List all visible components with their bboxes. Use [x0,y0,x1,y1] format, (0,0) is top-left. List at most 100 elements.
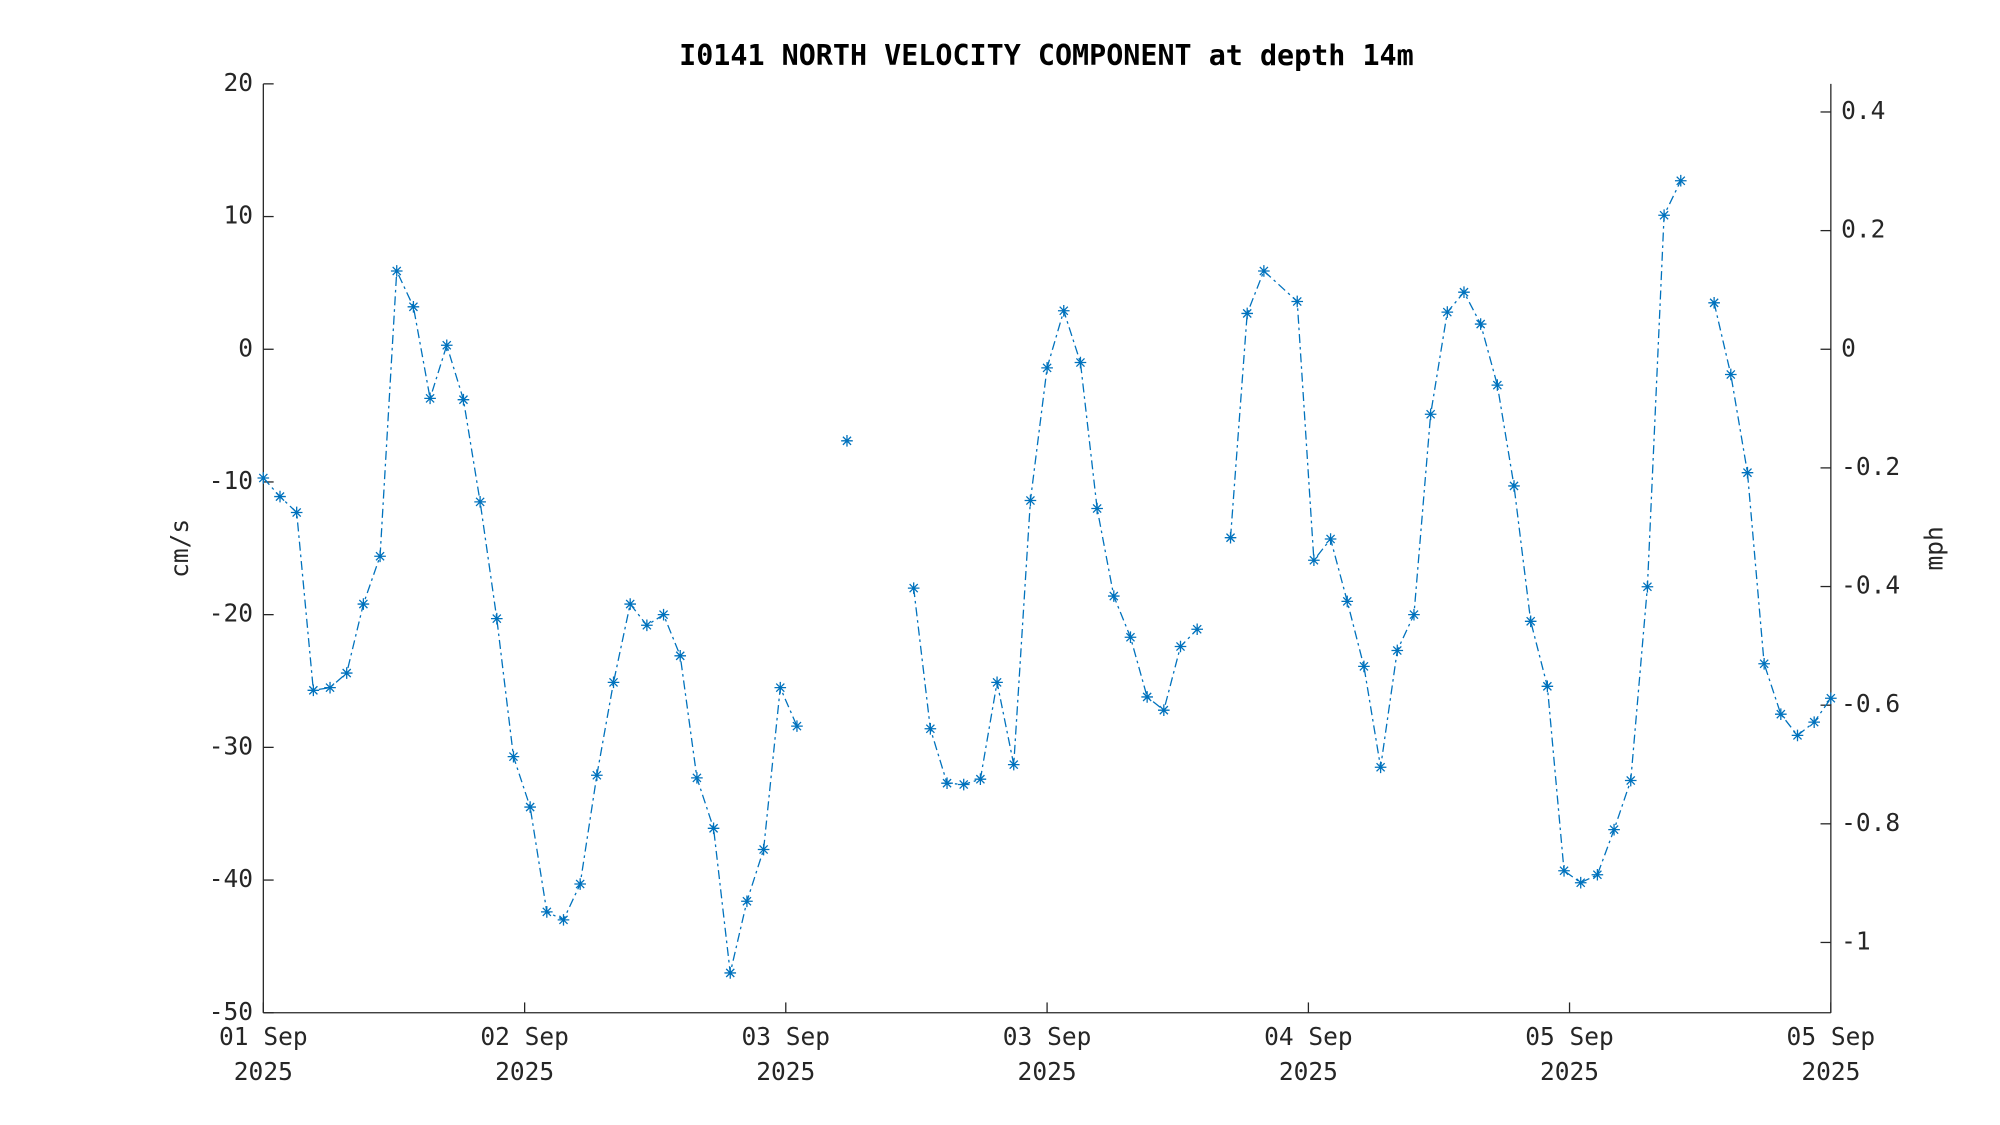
marker [1241,307,1254,320]
marker [1825,692,1837,705]
marker [490,612,503,625]
marker [1458,286,1470,299]
y-tick-label: 20 [223,68,253,97]
marker [1424,408,1437,421]
x-tick-label: 05 Sep 2025 [1525,1023,1614,1087]
marker [290,506,303,519]
marker [1107,590,1120,602]
x-tick-label-box: 03 Sep 2025 [1002,1023,1092,1087]
marker [1057,304,1070,317]
x-tick-label-box: 02 Sep 2025 [480,1023,569,1086]
marker [1775,708,1787,720]
marker [1174,640,1187,653]
marker [457,393,470,406]
x-tick-label: 03 Sep 2025 [1002,1023,1092,1087]
marker [591,769,603,782]
marker [1358,660,1370,673]
marker [390,265,403,277]
x-tick-label-box: 03 Sep 2025 [741,1023,831,1087]
marker [657,608,670,621]
marker [691,772,703,784]
marker [507,750,520,763]
marker [274,490,286,503]
marker [1158,704,1170,717]
marker [340,667,353,679]
marker [1024,494,1037,507]
marker [1558,864,1570,877]
marker [1741,466,1754,479]
marker [1308,554,1320,567]
marker [307,684,320,697]
marker [991,676,1003,689]
marker [1541,680,1554,693]
marker [774,681,787,694]
marker [941,777,953,789]
y-axis-label: cm/s [165,519,194,578]
marker [1508,480,1520,492]
marker [1391,644,1404,657]
marker [1074,356,1087,369]
y2-tick-label: 0.4 [1841,96,1885,125]
marker [1808,716,1820,728]
marker [1724,368,1737,381]
marker [1674,174,1687,187]
y-tick-label: -40 [209,864,253,893]
marker [641,619,653,632]
x-tick-label-box: 05 Sep 2025 [1786,1023,1876,1087]
y2-axis-label: mph [1919,526,1948,570]
marker [1007,758,1020,771]
marker [1341,595,1354,608]
marker [791,720,803,732]
marker [324,681,336,694]
x-tick-label-box: 04 Sep 2025 [1264,1023,1353,1087]
marker [574,878,586,890]
marker [1124,631,1137,644]
marker [1258,265,1270,277]
y-tick-label: -10 [209,466,253,495]
marker [1091,502,1103,515]
marker [1374,761,1387,774]
x-tick-label: 01 Sep 2025 [219,1023,308,1087]
marker [474,496,486,508]
marker [440,339,453,352]
y-tick-label: -30 [209,731,253,760]
marker [974,773,987,786]
marker [1041,362,1053,374]
x-tick-label-box: 01 Sep 2025 [219,1023,308,1087]
marker [1574,876,1587,889]
x-tick-label: 05 Sep 2025 [1786,1023,1876,1087]
marker [1524,615,1537,628]
marker [424,392,436,405]
marker [1658,209,1670,222]
marker [524,801,536,813]
x-tick-label: 04 Sep 2025 [1264,1023,1353,1087]
marker [1224,531,1237,544]
marker [1591,868,1604,881]
marker [607,676,620,689]
marker [257,472,270,484]
marker [741,895,753,908]
marker [1324,533,1337,545]
marker [1191,623,1203,636]
marker [541,906,553,918]
marker [1608,823,1620,836]
marker [1791,729,1804,742]
marker [1441,306,1454,318]
marker [674,649,687,662]
marker [707,822,720,835]
marker [757,843,770,856]
y-tick-label: -50 [209,997,253,1026]
marker [907,582,920,594]
marker [1408,608,1420,621]
marker [724,967,737,979]
marker [1624,774,1637,787]
chart-title: I0141 NORTH VELOCITY COMPONENT at depth … [679,39,1414,72]
marker [957,778,970,791]
y2-tick-label: 0.2 [1841,215,1885,244]
y-tick-label: -20 [209,599,253,628]
x-tick-label: 03 Sep 2025 [741,1023,831,1087]
y2-tick-label: -0.4 [1841,571,1900,600]
marker [841,435,853,447]
